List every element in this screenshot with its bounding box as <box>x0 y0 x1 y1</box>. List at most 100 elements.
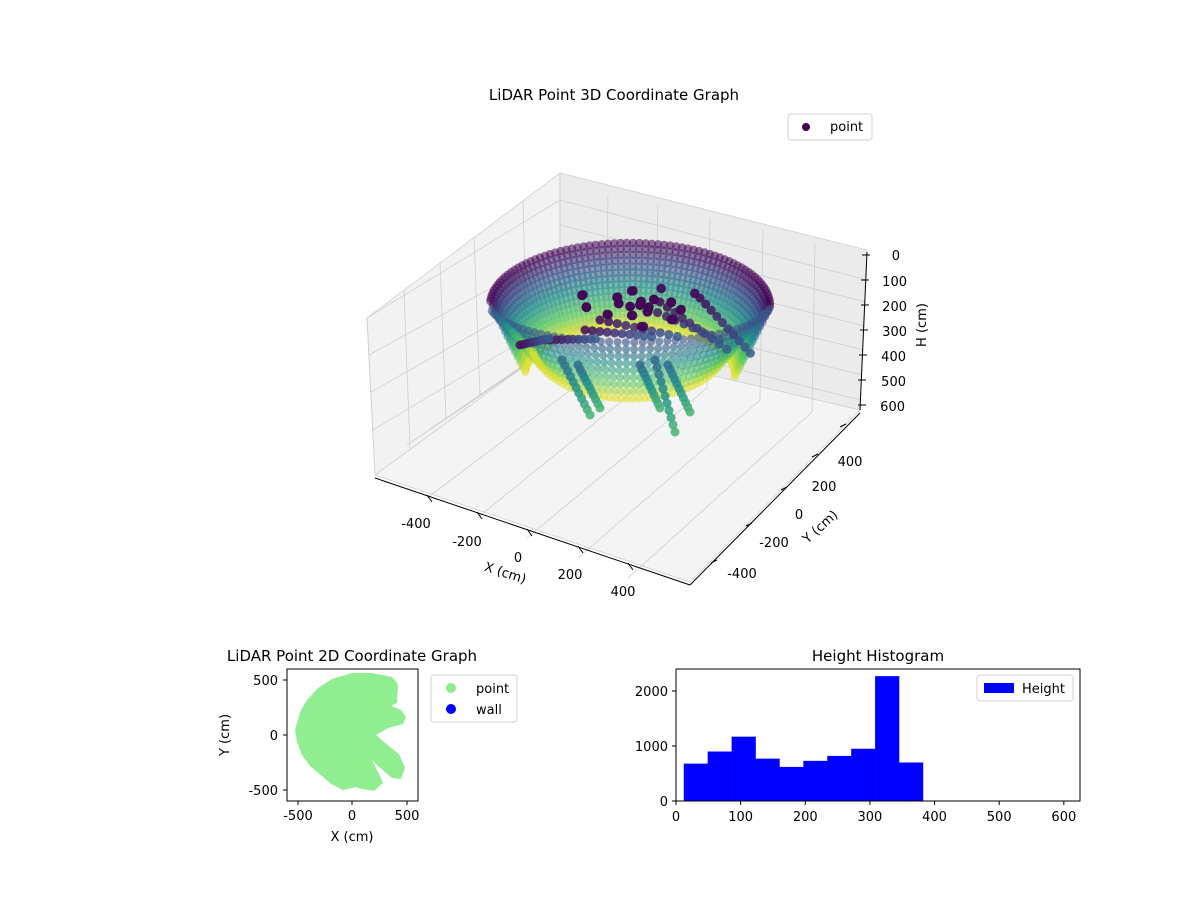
z-axis-label: H (cm) <box>915 303 930 347</box>
point-3d <box>610 239 619 248</box>
point-3d <box>692 323 702 333</box>
point-3d <box>606 351 615 360</box>
y-tick-label: -200 <box>759 536 789 551</box>
x-tick-label: 400 <box>611 585 636 600</box>
point-3d <box>590 377 599 386</box>
point-3d <box>712 311 722 321</box>
point-3d <box>595 371 604 380</box>
point-3d <box>669 343 678 352</box>
point-3d <box>635 238 644 248</box>
point-3d <box>656 377 666 387</box>
point-3d <box>629 373 638 382</box>
point-3d <box>635 387 644 396</box>
point-3d <box>636 321 647 332</box>
point-3d <box>593 357 601 366</box>
point-3d <box>649 294 660 305</box>
histogram-title: Height Histogram <box>812 647 944 665</box>
y-tick-label: 200 <box>812 480 837 495</box>
point-3d <box>622 345 631 354</box>
y-tick-label-2d: 0 <box>270 729 278 744</box>
point-3d <box>612 292 623 303</box>
z-tick-label: 400 <box>881 350 906 365</box>
histogram-bars <box>683 676 924 801</box>
point-3d <box>623 387 631 396</box>
point-3d <box>621 338 630 347</box>
point-3d <box>503 322 512 331</box>
point-3d <box>745 348 755 358</box>
legend-label-point-2d: point <box>476 682 509 697</box>
point-3d <box>590 334 600 344</box>
point-3d <box>613 338 622 347</box>
point-cloud-3d <box>486 238 775 437</box>
point-3d <box>602 372 611 381</box>
point-3d <box>614 345 622 354</box>
point-3d <box>682 348 691 357</box>
point-3d <box>602 309 612 320</box>
point-3d <box>599 351 608 360</box>
point-3d <box>595 403 605 413</box>
point-3d <box>595 315 605 325</box>
x-tick-label-hist: 100 <box>728 810 753 825</box>
point-3d <box>654 369 664 379</box>
point-3d <box>647 326 657 336</box>
z-tick-label: 300 <box>882 325 907 340</box>
point-3d <box>606 344 614 353</box>
legend-label-height: Height <box>1022 682 1065 697</box>
point-3d <box>666 314 677 325</box>
x-tick-label-2d: 500 <box>395 809 420 824</box>
legend-box-hist <box>976 674 1074 702</box>
point-3d <box>628 256 638 265</box>
y-tick-label: 0 <box>795 508 803 523</box>
point-3d <box>658 384 668 394</box>
point-3d <box>723 324 733 334</box>
y-axis-line <box>689 412 861 586</box>
point-3d <box>655 337 664 346</box>
histogram-bar <box>683 763 708 801</box>
point-3d <box>698 339 707 347</box>
point-3d <box>642 307 652 317</box>
x-tick-label: -200 <box>452 535 482 550</box>
histogram-bar <box>779 766 804 801</box>
point-3d <box>581 302 592 312</box>
point-3d <box>622 244 631 254</box>
legend-label-point: point <box>830 120 863 135</box>
histogram-bar <box>875 676 900 801</box>
point-3d <box>668 420 678 430</box>
point-3d <box>608 366 617 374</box>
point-3d <box>610 245 619 254</box>
point-3d <box>630 352 638 361</box>
legend-3d: point <box>787 113 873 141</box>
chart-2d: LiDAR Point 2D Coordinate Graph -500 0 5… <box>218 647 518 845</box>
point-3d <box>487 307 496 315</box>
point-3d <box>597 378 606 387</box>
point-3d <box>604 317 614 327</box>
point-3d <box>664 405 674 415</box>
point-3d <box>666 297 677 308</box>
point-3d <box>609 373 618 381</box>
point-3d <box>677 361 686 370</box>
y-ticks-hist: 0 1000 2000 <box>635 685 676 810</box>
point-3d <box>677 313 687 323</box>
histogram-bar <box>851 748 876 801</box>
point-3d <box>622 373 631 382</box>
x-tick-label-hist: 0 <box>672 810 680 825</box>
point-3d <box>622 380 631 389</box>
point-3d <box>675 305 686 315</box>
point-3d <box>696 345 704 354</box>
point-3d <box>622 262 632 271</box>
y-tick-label-hist: 1000 <box>635 740 668 755</box>
legend-marker-height <box>984 683 1014 693</box>
legend-hist: Height <box>976 674 1074 702</box>
point-3d <box>626 310 637 321</box>
point-3d <box>641 239 650 248</box>
y-axis-label-2d: Y (cm) <box>218 714 233 757</box>
point-3d <box>660 350 669 359</box>
histogram-bar <box>707 751 732 801</box>
point-3d <box>584 350 593 359</box>
point-3d <box>700 329 710 339</box>
point-3d <box>655 328 665 338</box>
point-3d <box>616 387 625 396</box>
point-3d <box>673 356 682 365</box>
point-3d <box>684 341 693 350</box>
point-3d <box>691 340 700 349</box>
